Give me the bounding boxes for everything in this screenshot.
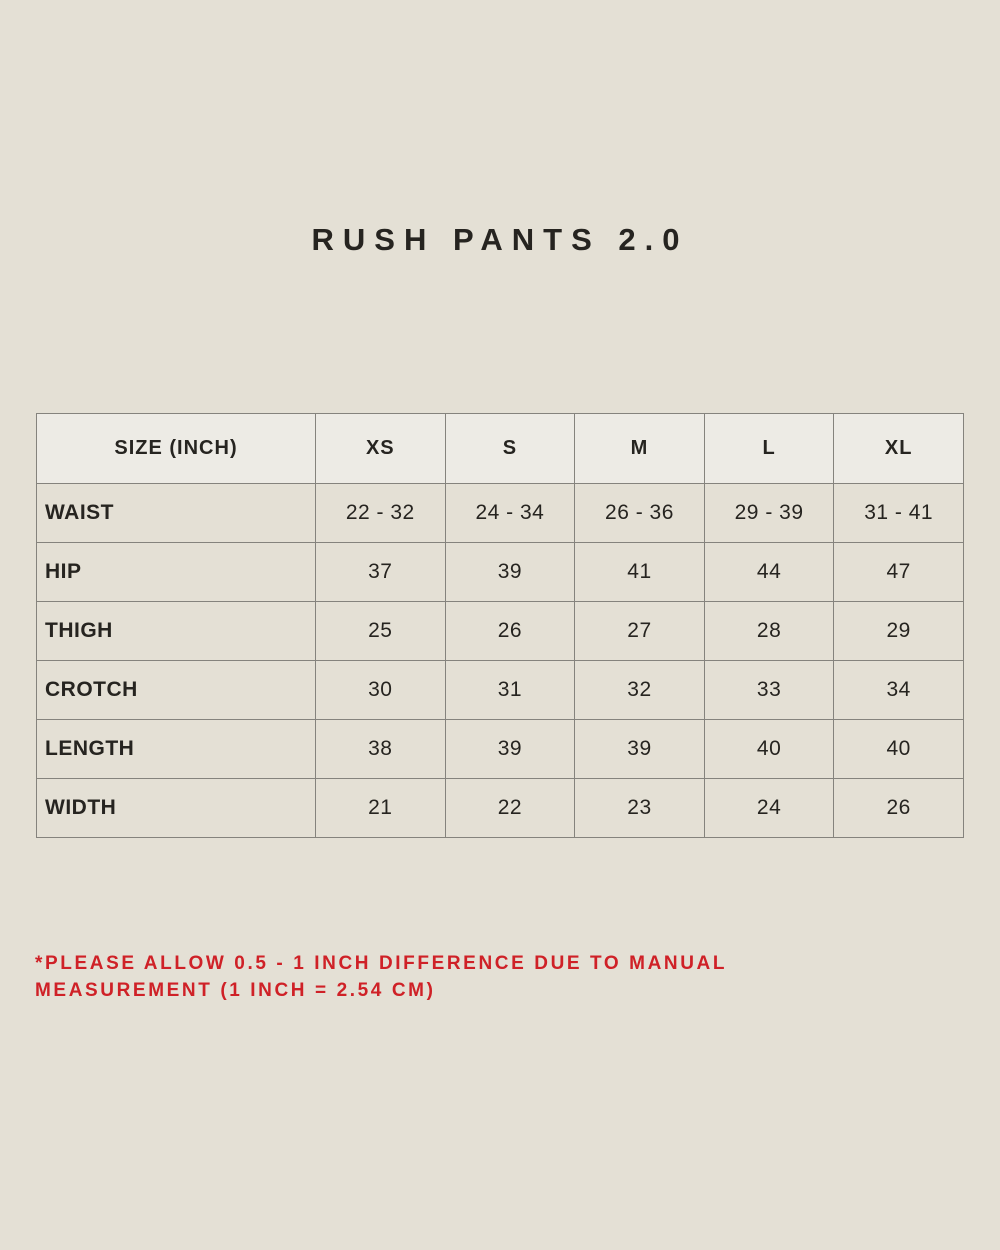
- table-row-width: WIDTH 21 22 23 24 26: [36, 778, 964, 838]
- table-cell: 38: [315, 719, 446, 779]
- table-cell: 40: [703, 719, 835, 779]
- page-title: RUSH PANTS 2.0: [311, 222, 689, 257]
- table-row-waist: WAIST 22 - 32 24 - 34 26 - 36 29 - 39 31 - 41: [36, 483, 964, 543]
- column-header-xl: XL: [833, 413, 964, 484]
- table-cell: 34: [833, 660, 964, 720]
- column-header-l: L: [703, 413, 835, 484]
- table-cell: 26: [833, 778, 964, 838]
- column-header-xs: XS: [315, 413, 446, 484]
- column-header-size-inch: SIZE (INCH): [36, 413, 316, 484]
- row-label: HIP: [36, 542, 316, 602]
- table-header-row: SIZE (INCH) XS S M L XL: [36, 413, 964, 484]
- table-row-thigh: THIGH 25 26 27 28 29: [36, 601, 964, 661]
- size-chart-table: SIZE (INCH) XS S M L XL WAIST 22 - 32 24 - 34 26…: [36, 413, 964, 838]
- table-cell: 27: [574, 601, 705, 661]
- table-cell: 31 - 41: [833, 483, 964, 543]
- table-cell: 39: [574, 719, 705, 779]
- table-cell: 29 - 39: [703, 483, 835, 543]
- table-cell: 39: [444, 719, 576, 779]
- table-cell: 29: [833, 601, 964, 661]
- table-cell: 24 - 34: [444, 483, 576, 543]
- table-cell: 21: [315, 778, 446, 838]
- table-cell: 33: [703, 660, 835, 720]
- table-cell: 40: [833, 719, 964, 779]
- table-cell: 41: [574, 542, 705, 602]
- table-row-length: LENGTH 38 39 39 40 40: [36, 719, 964, 779]
- row-label: LENGTH: [36, 719, 316, 779]
- table-cell: 26: [444, 601, 576, 661]
- column-header-m: M: [574, 413, 705, 484]
- row-label: WAIST: [36, 483, 316, 543]
- table-cell: 26 - 36: [574, 483, 705, 543]
- table-cell: 25: [315, 601, 446, 661]
- table-cell: 22: [444, 778, 576, 838]
- row-label: WIDTH: [36, 778, 316, 838]
- table-cell: 39: [444, 542, 576, 602]
- table-cell: 44: [703, 542, 835, 602]
- table-cell: 37: [315, 542, 446, 602]
- row-label: THIGH: [36, 601, 316, 661]
- disclaimer-text: *PLEASE ALLOW 0.5 - 1 INCH DIFFERENCE DU…: [35, 953, 727, 1001]
- table-cell: 24: [703, 778, 835, 838]
- table-row-crotch: CROTCH 30 31 32 33 34: [36, 660, 964, 720]
- table-cell: 22 - 32: [315, 483, 446, 543]
- table-cell: 32: [574, 660, 705, 720]
- table-cell: 31: [444, 660, 576, 720]
- row-label: CROTCH: [36, 660, 316, 720]
- table-cell: 23: [574, 778, 705, 838]
- table-body: WAIST 22 - 32 24 - 34 26 - 36 29 - 39 31 - 41…: [36, 483, 964, 838]
- table-cell: 30: [315, 660, 446, 720]
- table-row-hip: HIP 37 39 41 44 47: [36, 542, 964, 602]
- table-cell: 47: [833, 542, 964, 602]
- table-cell: 28: [703, 601, 835, 661]
- column-header-s: S: [444, 413, 576, 484]
